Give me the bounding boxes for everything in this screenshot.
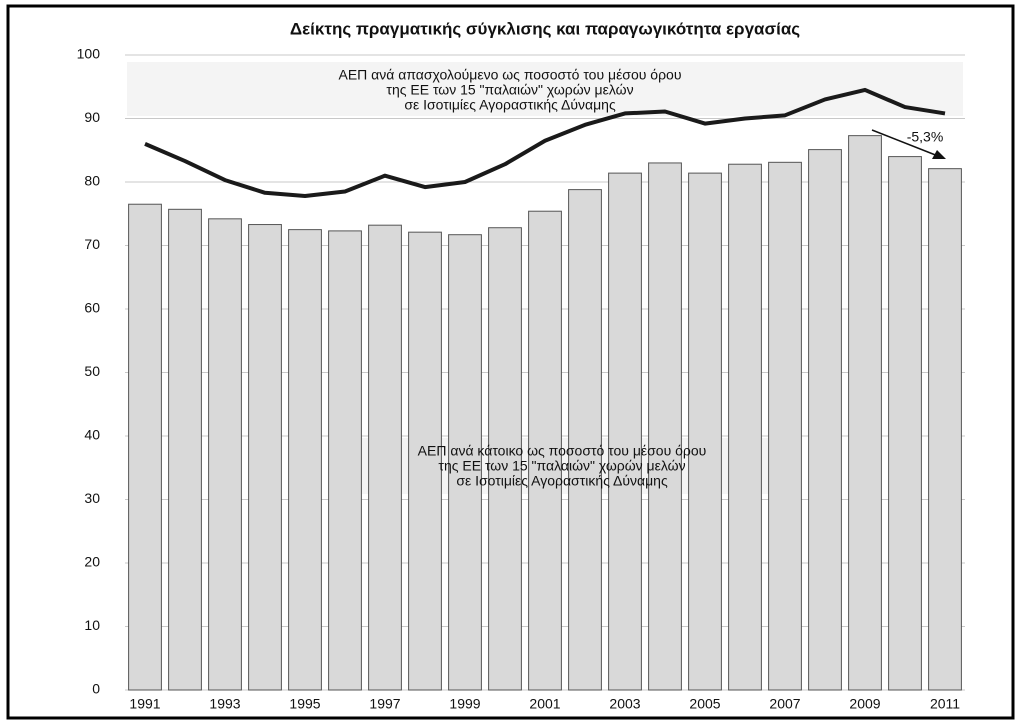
bar [688,172,722,691]
x-tick-label: 2003 [609,696,640,712]
annotation: της ΕΕ των 15 "παλαιών" χωρών μελών [438,458,685,474]
annotation-box [127,62,963,116]
annotation: -5,3% [907,129,944,145]
x-tick-label: 2007 [769,696,800,712]
bar [528,210,562,691]
bar [128,203,162,691]
bar [568,189,602,691]
x-tick-label: 1997 [369,696,400,712]
bar [608,172,642,691]
bar [808,149,842,691]
bar [248,224,282,691]
y-tick-label: 20 [84,554,100,570]
bar [168,208,202,691]
bar [288,229,322,691]
annotation: σε Ισοτιμίες Αγοραστικής Δύναμης [404,97,616,113]
y-tick-label: 30 [84,490,100,506]
y-tick-label: 40 [84,427,100,443]
bar [208,218,242,691]
line [144,87,946,198]
bar [368,224,402,691]
annotation: της ΕΕ των 15 "παλαιών" χωρών μελών [386,82,633,98]
bar [488,227,522,691]
y-tick-label: 0 [92,681,100,697]
bar [448,234,482,691]
y-tick-label: 50 [84,363,100,379]
y-tick-label: 70 [84,236,100,252]
bar [328,230,362,691]
annotation: ΑΕΠ ανά κάτοικο ως ποσοστό του μέσου όρο… [418,443,707,459]
x-tick-label: 2009 [849,696,880,712]
bar [928,168,962,691]
annotation: σε Ισοτιμίες Αγοραστικής Δύναμης [456,473,668,489]
bar [888,156,922,691]
y-tick-label: 10 [84,617,100,633]
arrow-head [932,150,946,159]
x-tick-label: 2005 [689,696,720,712]
y-tick-label: 60 [84,300,100,316]
y-tick-label: 90 [84,109,100,125]
bar [848,135,882,691]
chart-title: Δείκτης πραγματικής σύγκλισης και παραγω… [290,19,800,38]
x-tick-label: 1991 [129,696,160,712]
bar [408,231,442,691]
bar [728,163,762,691]
y-tick-label: 100 [77,46,101,62]
x-tick-label: 2001 [529,696,560,712]
x-tick-label: 1999 [449,696,480,712]
x-tick-label: 2011 [930,696,960,712]
bar [768,161,802,691]
x-tick-label: 1995 [289,696,320,712]
arrow [871,129,939,157]
bar [648,162,682,691]
y-tick-label: 80 [84,173,100,189]
annotation: ΑΕΠ ανά απασχολούμενο ως ποσοστό του μέσ… [339,67,682,83]
x-tick-label: 1993 [209,696,240,712]
